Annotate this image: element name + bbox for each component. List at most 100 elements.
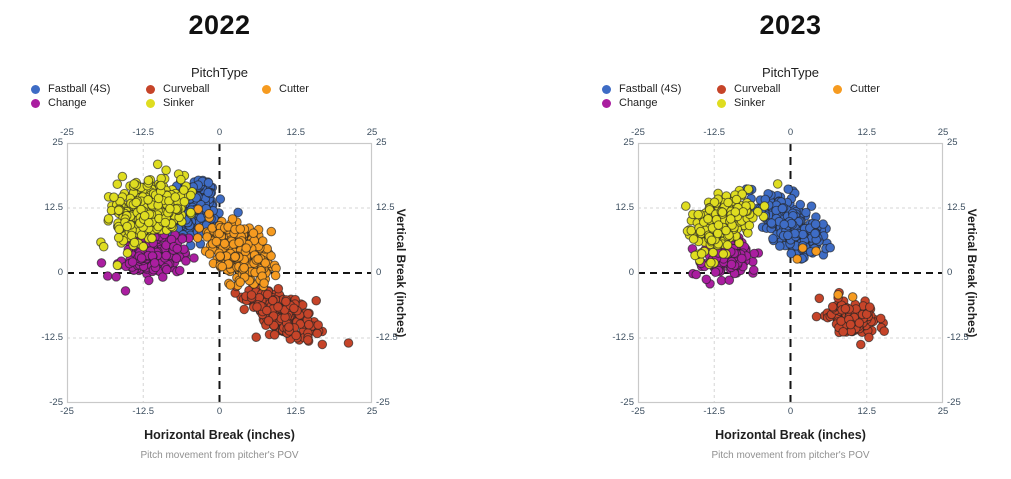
point[interactable] (153, 193, 164, 204)
point[interactable] (211, 236, 222, 247)
point[interactable] (840, 303, 851, 314)
point[interactable] (269, 330, 280, 340)
point[interactable] (724, 275, 735, 285)
point[interactable] (706, 257, 716, 268)
point[interactable] (129, 237, 140, 248)
point[interactable] (131, 197, 141, 208)
point[interactable] (230, 252, 240, 262)
point[interactable] (266, 251, 276, 261)
point[interactable] (693, 209, 704, 220)
point[interactable] (102, 271, 113, 281)
point[interactable] (189, 253, 199, 263)
point[interactable] (856, 339, 866, 350)
point[interactable] (738, 207, 748, 217)
point[interactable] (810, 219, 821, 229)
legend-item-fastball-4s[interactable]: Fastball (4S) (596, 82, 711, 96)
point[interactable] (703, 214, 713, 224)
point[interactable] (731, 194, 742, 205)
point[interactable] (259, 278, 269, 288)
point[interactable] (175, 265, 185, 276)
point[interactable] (726, 259, 737, 270)
point[interactable] (203, 178, 214, 188)
point[interactable] (138, 241, 149, 252)
point[interactable] (161, 250, 171, 261)
point[interactable] (127, 257, 138, 267)
point[interactable] (811, 246, 821, 256)
point[interactable] (713, 228, 723, 239)
point[interactable] (143, 175, 154, 186)
point[interactable] (258, 236, 268, 246)
point[interactable] (161, 165, 171, 176)
point[interactable] (701, 274, 712, 285)
point[interactable] (136, 230, 147, 240)
point[interactable] (312, 328, 322, 339)
point[interactable] (759, 201, 770, 211)
point[interactable] (144, 275, 154, 286)
point[interactable] (710, 267, 721, 277)
point[interactable] (798, 229, 808, 240)
point[interactable] (847, 292, 858, 302)
legend-item-cutter[interactable]: Cutter (827, 82, 947, 96)
point[interactable] (139, 211, 150, 221)
point[interactable] (845, 319, 856, 330)
point[interactable] (120, 286, 131, 296)
point[interactable] (783, 230, 793, 241)
point[interactable] (708, 247, 718, 258)
point[interactable] (239, 263, 249, 273)
point[interactable] (227, 214, 238, 224)
point[interactable] (152, 159, 163, 170)
plot-area[interactable] (637, 142, 944, 404)
point[interactable] (766, 218, 777, 228)
point[interactable] (749, 248, 759, 259)
point[interactable] (777, 203, 788, 214)
point[interactable] (273, 283, 284, 294)
point[interactable] (225, 280, 236, 290)
point[interactable] (743, 184, 754, 195)
point[interactable] (795, 199, 806, 210)
point[interactable] (775, 241, 785, 251)
point[interactable] (304, 319, 314, 330)
point[interactable] (234, 237, 244, 248)
point[interactable] (103, 214, 114, 224)
point[interactable] (233, 207, 243, 218)
point[interactable] (171, 253, 182, 263)
legend-item-fastball-4s[interactable]: Fastball (4S) (25, 82, 140, 96)
point[interactable] (792, 254, 802, 264)
point[interactable] (281, 296, 291, 307)
point[interactable] (113, 232, 124, 243)
point[interactable] (768, 233, 778, 244)
legend-item-curveball[interactable]: Curveball (711, 82, 827, 96)
point[interactable] (246, 290, 257, 300)
point[interactable] (723, 197, 733, 208)
point[interactable] (854, 318, 865, 328)
point[interactable] (114, 224, 125, 235)
point[interactable] (109, 192, 119, 203)
point[interactable] (317, 339, 328, 350)
point[interactable] (219, 238, 230, 249)
point[interactable] (291, 330, 301, 341)
point[interactable] (864, 332, 874, 343)
point[interactable] (814, 293, 825, 304)
point[interactable] (749, 265, 759, 275)
point[interactable] (98, 241, 109, 252)
legend-item-cutter[interactable]: Cutter (256, 82, 376, 96)
point[interactable] (303, 335, 313, 345)
point[interactable] (239, 304, 249, 315)
point[interactable] (248, 228, 259, 238)
point[interactable] (827, 301, 838, 312)
point[interactable] (313, 320, 323, 330)
point[interactable] (779, 219, 789, 230)
point[interactable] (129, 179, 139, 189)
point[interactable] (268, 295, 278, 306)
point[interactable] (289, 303, 299, 314)
point[interactable] (176, 174, 186, 185)
point[interactable] (284, 322, 294, 332)
point[interactable] (215, 251, 225, 261)
point[interactable] (797, 243, 808, 253)
point[interactable] (865, 302, 875, 312)
point[interactable] (263, 316, 274, 326)
point[interactable] (252, 302, 262, 312)
point[interactable] (716, 275, 727, 286)
point[interactable] (241, 243, 251, 253)
point[interactable] (836, 316, 846, 326)
